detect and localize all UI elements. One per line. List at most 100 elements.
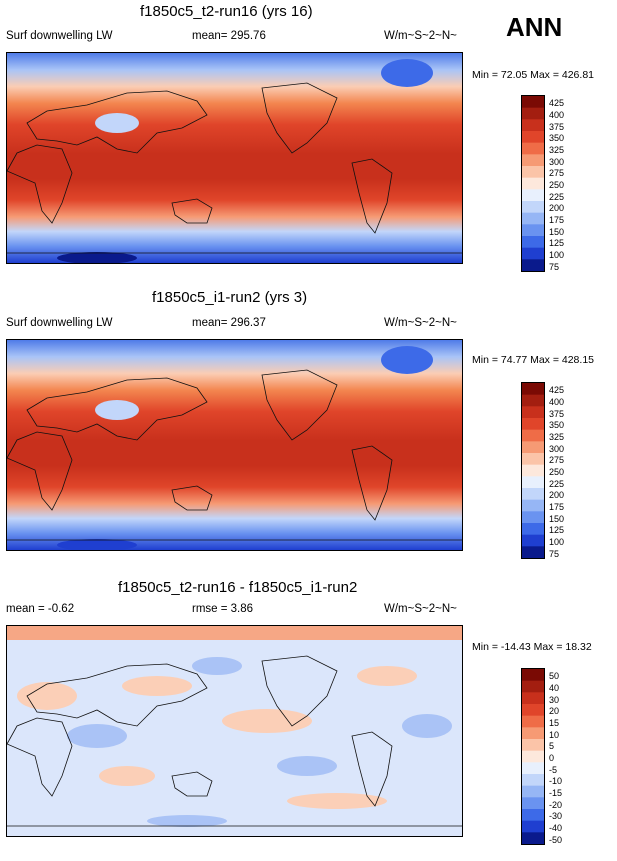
- panel-3-field-warm-patches: [17, 666, 417, 809]
- colorbar-swatch-275: [522, 453, 544, 466]
- colorbar-swatch-400: [522, 394, 544, 407]
- panel-1-coastlines: [7, 82, 462, 254]
- panel-2-title: f1850c5_i1-run2 (yrs 3): [152, 289, 308, 306]
- panel-3-field-cool-patches: [67, 657, 452, 827]
- colorbar-swatch-175: [522, 499, 544, 512]
- panel-2-field-greenland: [381, 346, 433, 374]
- colorbar-swatch-0: [522, 750, 544, 763]
- colorbar-swatch-275: [522, 166, 544, 179]
- cb3-tick: 10: [549, 730, 560, 740]
- panel-2-field-plateau: [95, 400, 139, 420]
- cb3-tick: -20: [549, 800, 563, 810]
- colorbar-swatch-75: [522, 546, 544, 558]
- cb1-tick: 350: [549, 133, 565, 143]
- colorbar-swatch-200: [522, 201, 544, 214]
- colorbar-swatch-350: [522, 131, 544, 144]
- cb3-tick: 30: [549, 695, 560, 705]
- cb1-tick: 200: [549, 203, 565, 213]
- cb3-tick: -50: [549, 835, 563, 845]
- colorbar-swatch-325: [522, 142, 544, 155]
- cb3-tick: 50: [549, 671, 560, 681]
- cb2-tick: 300: [549, 444, 565, 454]
- cb3-tick: 40: [549, 683, 560, 693]
- colorbar-swatch-100: [522, 247, 544, 260]
- colorbar-swatch-10: [522, 727, 544, 740]
- colorbar-swatch--50: [522, 832, 544, 844]
- cb1-tick: 275: [549, 168, 565, 178]
- colorbar-swatch-30: [522, 692, 544, 705]
- panel-2-field-antarctic: [57, 539, 137, 550]
- panel-3-map: [6, 625, 463, 837]
- cb2-tick: 125: [549, 525, 565, 535]
- cb1-tick: 100: [549, 250, 565, 260]
- colorbar-swatch-50: [522, 669, 544, 682]
- panel-2-map: [6, 339, 463, 551]
- cb2-tick: 425: [549, 385, 565, 395]
- colorbar-swatch-175: [522, 212, 544, 225]
- colorbar-swatch-225: [522, 189, 544, 202]
- colorbar-swatch-200: [522, 488, 544, 501]
- panel-3-map-svg: [7, 626, 462, 836]
- cb1-tick: 375: [549, 122, 565, 132]
- panel-2-coastlines: [7, 369, 462, 541]
- colorbar-swatch-75: [522, 259, 544, 271]
- panel-2-mean-label: mean= 296.37: [192, 317, 266, 329]
- colorbar-swatch-100: [522, 534, 544, 547]
- cb1-tick: 400: [549, 110, 565, 120]
- panel-3-units-label: W/m~S~2~N~: [384, 603, 457, 615]
- colorbar-swatch--15: [522, 785, 544, 798]
- cb1-tick: 425: [549, 98, 565, 108]
- cb3-tick: 0: [549, 753, 555, 763]
- colorbar-swatch--30: [522, 809, 544, 822]
- cb1-tick: 225: [549, 192, 565, 202]
- colorbar-swatch--40: [522, 820, 544, 833]
- panel-1-field-greenland: [381, 59, 433, 87]
- panel-3-title: f1850c5_t2-run16 - f1850c5_i1-run2: [118, 579, 358, 596]
- colorbar-swatch-350: [522, 418, 544, 431]
- panel-1-units-label: W/m~S~2~N~: [384, 30, 457, 42]
- panel-1-field-band: [7, 53, 462, 263]
- cb2-tick: 400: [549, 397, 565, 407]
- cb3-tick: 5: [549, 741, 555, 751]
- cb1-tick: 300: [549, 157, 565, 167]
- cb1-tick: 250: [549, 180, 565, 190]
- cb3-tick: -15: [549, 788, 563, 798]
- cb2-tick: 175: [549, 502, 565, 512]
- panel-3-colorbar: [521, 668, 545, 845]
- colorbar-swatch-5: [522, 739, 544, 752]
- panel-1-field-antarctic: [57, 252, 137, 263]
- colorbar-swatch-225: [522, 476, 544, 489]
- panel-2-map-svg: [7, 340, 462, 550]
- panel-1-variable-label: Surf downwelling LW: [6, 30, 113, 42]
- panel-1-map-svg: [7, 53, 462, 263]
- panel-2-minmax-label: Min = 74.77 Max = 428.15: [472, 354, 594, 366]
- panel-3-rmse-label: rmse = 3.86: [192, 603, 254, 615]
- cb1-tick: 75: [549, 262, 560, 272]
- cb2-tick: 250: [549, 467, 565, 477]
- cb1-tick: 150: [549, 227, 565, 237]
- panel-3-coastlines: [7, 655, 462, 827]
- cb3-tick: 15: [549, 718, 560, 728]
- panel-1-colorbar: [521, 95, 545, 272]
- panel-1-mean-label: mean= 295.76: [192, 30, 266, 42]
- cb1-tick: 325: [549, 145, 565, 155]
- cb3-tick: -10: [549, 776, 563, 786]
- cb2-tick: 325: [549, 432, 565, 442]
- colorbar-swatch-400: [522, 107, 544, 120]
- cb3-tick: -40: [549, 823, 563, 833]
- colorbar-swatch--5: [522, 762, 544, 775]
- cb2-tick: 150: [549, 514, 565, 524]
- cb3-tick: -5: [549, 765, 558, 775]
- panel-2-units-label: W/m~S~2~N~: [384, 317, 457, 329]
- cb1-tick: 125: [549, 238, 565, 248]
- cb2-tick: 100: [549, 537, 565, 547]
- panel-2-colorbar-svg: [522, 383, 544, 558]
- panel-3-colorbar-svg: [522, 669, 544, 844]
- colorbar-swatch-250: [522, 177, 544, 190]
- cb2-tick: 75: [549, 549, 560, 559]
- colorbar-swatch-250: [522, 464, 544, 477]
- cb2-tick: 350: [549, 420, 565, 430]
- colorbar-swatch-300: [522, 441, 544, 454]
- colorbar-swatch-20: [522, 704, 544, 717]
- colorbar-swatch-125: [522, 523, 544, 536]
